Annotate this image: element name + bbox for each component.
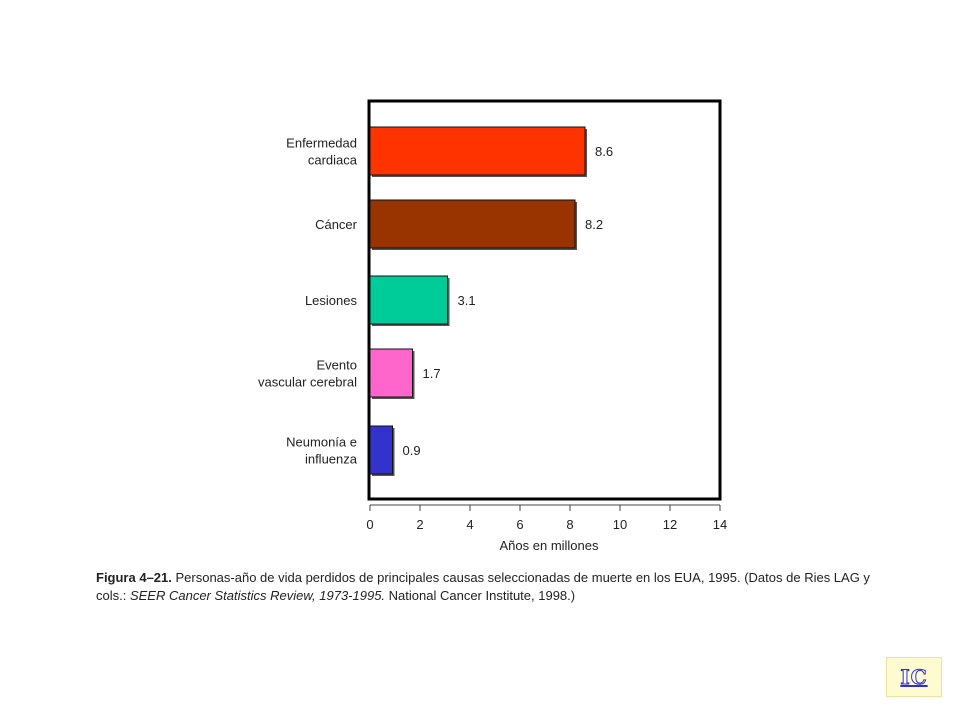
x-axis-title: Años en millones — [500, 538, 599, 553]
data-label: 0.9 — [403, 443, 421, 458]
category-label: Neumonía e influenza — [286, 435, 358, 467]
ic-nav-button[interactable]: IC — [886, 657, 942, 697]
caption-source-end: National Cancer Institute, 1998.) — [385, 588, 576, 603]
x-tick-label: 6 — [516, 517, 523, 532]
bar — [369, 275, 448, 325]
category-label: Evento vascular cerebral — [258, 358, 357, 390]
x-tick-label: 12 — [663, 517, 677, 532]
data-label: 8.2 — [585, 217, 603, 232]
caption-text: Personas-año de vida perdidos de princip… — [96, 570, 870, 603]
x-tick-label: 0 — [366, 517, 373, 532]
x-tick-label: 14 — [713, 517, 727, 532]
bar — [369, 199, 576, 249]
bar — [369, 126, 586, 176]
category-label: Lesiones — [305, 293, 358, 308]
bar — [369, 348, 413, 398]
x-tick-label: 4 — [466, 517, 473, 532]
x-tick-label: 10 — [613, 517, 627, 532]
ic-nav-label: IC — [900, 665, 928, 690]
data-label: 8.6 — [595, 144, 613, 159]
x-tick-label: 8 — [566, 517, 573, 532]
category-label: Enfermedad cardiaca — [286, 136, 358, 168]
figure-caption: Figura 4–21. Personas-año de vida perdid… — [96, 569, 886, 605]
category-label: Cáncer — [315, 217, 358, 232]
bar — [369, 425, 393, 475]
data-label: 3.1 — [458, 293, 476, 308]
figure-label: Figura 4–21. — [96, 570, 172, 585]
plot-frame — [367, 99, 722, 501]
x-tick-label: 2 — [416, 517, 423, 532]
caption-source-title: SEER Cancer Statistics Review, 1973-1995… — [129, 588, 386, 603]
data-label: 1.7 — [423, 366, 441, 381]
